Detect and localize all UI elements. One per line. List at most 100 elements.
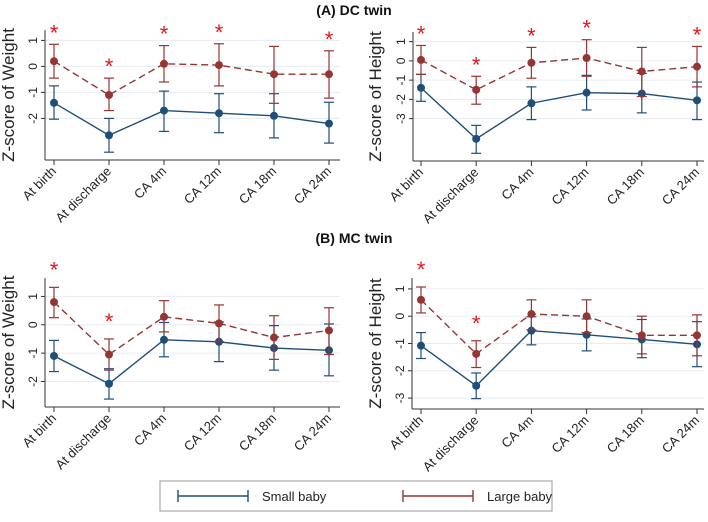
data-point: [160, 59, 168, 68]
data-point: [215, 61, 223, 70]
y-tick-label: -2: [26, 376, 40, 387]
y-tick-label: 0: [26, 321, 40, 328]
significance-star: *: [693, 22, 702, 47]
x-tick-label: At birth: [386, 413, 426, 453]
data-point: [160, 106, 168, 115]
data-point: [417, 55, 425, 64]
x-tick-label: At birth: [19, 164, 59, 204]
y-tick-label: 1: [26, 37, 40, 44]
y-axis-label: Z-score of Height: [366, 31, 385, 162]
significance-star: *: [417, 257, 426, 282]
data-point: [160, 335, 168, 344]
data-point: [50, 57, 58, 66]
x-tick-label: CA 4m: [131, 411, 169, 449]
x-tick-label: CA 12m: [548, 413, 591, 456]
series-line: [420, 329, 698, 387]
x-tick-label: At discharge: [420, 165, 482, 227]
x-tick-label: CA 12m: [181, 164, 224, 207]
data-point: [270, 111, 278, 120]
significance-star: *: [417, 21, 426, 46]
y-axis-label: Z-score of Height: [366, 278, 385, 409]
significance-star: *: [527, 23, 536, 48]
data-point: [50, 351, 58, 360]
section-title-a: (A) DC twin: [316, 2, 391, 18]
data-point: [105, 131, 113, 140]
significance-star: *: [325, 27, 334, 52]
series-line: [53, 60, 329, 96]
data-point: [160, 312, 168, 321]
x-tick-label: At birth: [386, 165, 426, 205]
significance-star: *: [105, 54, 114, 79]
series-line: [420, 57, 698, 91]
y-axis-label: Z-score of Weight: [0, 275, 18, 409]
data-point: [472, 85, 481, 94]
y-tick-label: 0: [394, 57, 408, 64]
data-point: [325, 326, 333, 335]
x-tick-label: At discharge: [420, 413, 482, 475]
significance-star: *: [472, 52, 481, 77]
series-line: [420, 87, 698, 140]
data-point: [215, 109, 223, 118]
series-large-baby: [416, 39, 702, 105]
x-tick-label: At birth: [19, 411, 59, 451]
series-large-baby: [49, 43, 334, 112]
data-point: [472, 134, 481, 143]
legend: Small baby Large baby: [159, 480, 553, 512]
series-large-baby: [49, 286, 334, 371]
series-small-baby: [49, 321, 334, 400]
series-small-baby: [416, 316, 702, 400]
y-tick-label: 1: [394, 38, 408, 45]
data-point: [582, 312, 591, 321]
series-large-baby: [416, 286, 702, 369]
legend-item-large-baby: Large baby: [402, 489, 553, 504]
x-tick-label: CA 12m: [548, 165, 591, 208]
significance-star: *: [472, 311, 481, 336]
data-point: [637, 331, 646, 340]
data-point: [582, 53, 591, 62]
data-point: [325, 119, 333, 128]
series-small-baby: [416, 72, 702, 154]
y-tick-label: -2: [26, 113, 40, 124]
legend-label: Small baby: [262, 489, 327, 504]
series-line: [53, 102, 330, 137]
data-point: [693, 331, 701, 340]
significance-star: *: [50, 20, 59, 45]
significance-star: *: [50, 257, 59, 282]
legend-item-small-baby: Small baby: [177, 489, 327, 504]
series-line: [53, 339, 330, 385]
data-point: [215, 319, 223, 328]
data-point: [527, 310, 536, 319]
significance-star: *: [105, 309, 114, 334]
data-point: [527, 99, 536, 108]
x-tick-label: CA 24m: [291, 164, 334, 207]
y-tick-label: -3: [393, 392, 407, 403]
x-tick-label: CA 12m: [181, 411, 224, 454]
data-point: [325, 70, 333, 79]
y-tick-label: -1: [26, 347, 40, 358]
data-point: [417, 295, 425, 304]
data-point: [527, 326, 536, 335]
x-tick-label: CA 24m: [659, 165, 702, 208]
data-point: [417, 341, 425, 350]
data-point: [270, 70, 278, 79]
section-title-b: (B) MC twin: [316, 230, 393, 246]
data-point: [50, 298, 58, 307]
y-tick-label: 0: [26, 63, 40, 70]
legend-label: Large baby: [487, 489, 553, 504]
x-tick-label: CA 24m: [659, 413, 702, 456]
data-point: [582, 88, 591, 97]
data-point: [472, 349, 481, 358]
y-tick-label: 1: [393, 285, 407, 292]
data-point: [105, 350, 113, 359]
x-tick-label: CA 4m: [498, 165, 536, 203]
data-point: [105, 379, 113, 388]
data-point: [527, 58, 536, 67]
significance-star: *: [582, 16, 591, 41]
y-tick-label: -1: [393, 338, 407, 349]
y-tick-label: -2: [393, 365, 407, 376]
